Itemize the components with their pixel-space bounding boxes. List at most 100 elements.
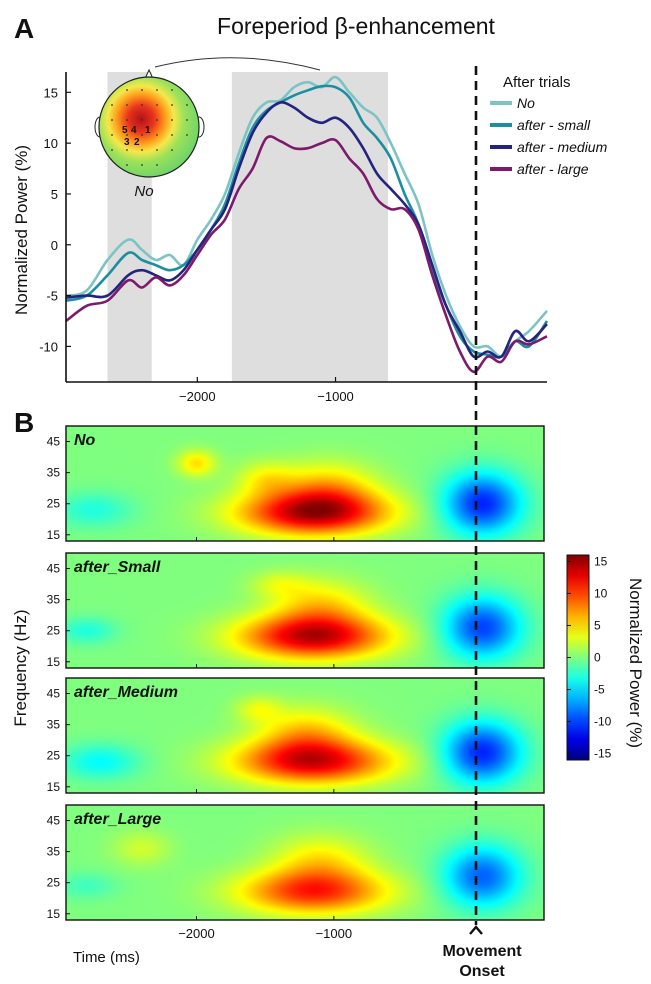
panel-b-letter: B <box>14 407 34 438</box>
panel-b-x-axis-label: Time (ms) <box>73 949 140 966</box>
y-tick-label: 35 <box>47 593 61 607</box>
y-tick-label: 5 <box>51 187 58 202</box>
topomap-electrode-dot <box>126 119 128 121</box>
topomap-connector-line <box>154 57 321 71</box>
topomap-electrode-dot <box>171 119 173 121</box>
legend-entry-after-large: after - large <box>517 161 589 177</box>
topomap-electrode-dot <box>111 104 113 106</box>
panel-b-y-axis-label: Frequency (Hz) <box>11 609 30 726</box>
heatmap-frame <box>65 425 545 542</box>
y-tick-label: 0 <box>51 238 58 253</box>
heatmap-panel-after_Small: after_Small 15 25 35 45 <box>47 552 545 669</box>
topomap-electrode-dot <box>186 134 188 136</box>
colorbar-tick-label: 5 <box>594 618 601 632</box>
y-tick-label: 45 <box>47 562 61 576</box>
series-line-after-large <box>65 135 548 374</box>
topomap-label: No <box>134 183 153 200</box>
legend-entry-after-small: after - small <box>517 117 591 133</box>
colorbar: -15 -10 -5 0 5 10 15 <box>566 554 612 761</box>
panel-a-letter: A <box>14 13 34 44</box>
x-tick-label: −2000 <box>178 926 215 941</box>
legend-entry-No: No <box>517 95 535 111</box>
y-tick-label: -5 <box>46 289 58 304</box>
heatmap-image <box>66 553 544 668</box>
topomap-electrode-dot <box>156 164 158 166</box>
heatmap-panel-label: No <box>74 432 96 449</box>
heatmap-panel-label: after_Large <box>74 811 161 828</box>
colorbar-tick-label: -10 <box>594 715 612 729</box>
series-line-after-medium <box>65 101 548 359</box>
y-tick-label: 15 <box>44 85 58 100</box>
topomap-electrode-dot <box>186 119 188 121</box>
colorbar-tick-label: -15 <box>594 747 612 761</box>
topomap-electrode-dot <box>171 134 173 136</box>
heatmap-panel-No: No 15 25 35 45 <box>47 425 545 542</box>
topomap-electrode-label: 3 <box>124 137 130 148</box>
topomap-electrode-dot <box>141 134 143 136</box>
topomap-electrode-dot <box>171 104 173 106</box>
legend-title: After trials <box>503 74 571 91</box>
topomap-electrode-dot <box>126 134 128 136</box>
y-tick-label: 25 <box>47 624 61 638</box>
x-tick-label: −1000 <box>317 389 354 404</box>
y-tick-label: -10 <box>39 339 58 354</box>
topomap-electrode-dot <box>141 149 143 151</box>
series-line-No <box>65 75 548 358</box>
topomap-electrode-dot <box>186 104 188 106</box>
topomap: 5 4 1 3 2 No <box>94 57 321 200</box>
y-tick-label: 35 <box>47 466 61 480</box>
y-tick-label: 15 <box>47 528 61 542</box>
heatmap-frame <box>65 804 545 921</box>
topomap-electrode-dot <box>171 149 173 151</box>
y-tick-label: 15 <box>47 655 61 669</box>
y-tick-label: 10 <box>44 136 58 151</box>
topomap-electrode-dot <box>141 164 143 166</box>
topomap-head <box>98 76 200 178</box>
topomap-electrode-dot <box>156 119 158 121</box>
onset-label-line1: Movement <box>442 943 522 960</box>
topomap-electrode-dot <box>156 89 158 91</box>
topomap-electrode-dot <box>126 89 128 91</box>
topomap-electrode-dot <box>111 149 113 151</box>
colorbar-tick-label: 10 <box>594 586 608 600</box>
y-tick-label: 45 <box>47 814 61 828</box>
heatmap-frame <box>65 552 545 669</box>
colorbar-tick-label: 0 <box>594 651 601 665</box>
topomap-electrode-dot <box>111 134 113 136</box>
y-tick-label: 25 <box>47 497 61 511</box>
heatmap-frame <box>65 677 545 794</box>
legend: After trials No after - small after - medi… <box>490 74 608 177</box>
topomap-electrode-dot <box>171 89 173 91</box>
y-tick-label: 25 <box>47 876 61 890</box>
topomap-electrode-dot <box>126 149 128 151</box>
y-tick-label: 45 <box>47 435 61 449</box>
y-tick-label: 15 <box>47 907 61 921</box>
onset-label-line2: Onset <box>459 963 505 980</box>
topomap-electrode-dot <box>156 104 158 106</box>
colorbar-tick-label: 15 <box>594 554 608 568</box>
topomap-electrode-dot <box>156 134 158 136</box>
colorbar-label: Normalized Power (%) <box>626 578 645 748</box>
onset-arrow-icon <box>469 925 483 935</box>
x-tick-label: −2000 <box>179 389 216 404</box>
heatmap-panel-label: after_Medium <box>74 684 178 701</box>
topomap-electrode-label: 5 <box>122 125 128 136</box>
x-tick-label: −1000 <box>316 926 353 941</box>
heatmap-panel-after_Large: after_Large 15 25 35 45 −2000 −1000 <box>47 804 545 941</box>
colorbar-tick-label: -5 <box>594 683 605 697</box>
heatmap-image <box>66 805 544 920</box>
topomap-electrode-label: 2 <box>134 137 140 148</box>
heatmap-image <box>66 678 544 793</box>
panel-b-heatmaps: No15253545after_Small15253545after_Mediu… <box>47 425 545 941</box>
y-tick-label: 15 <box>47 780 61 794</box>
topomap-electrode-dot <box>141 89 143 91</box>
topomap-electrode-dot <box>141 119 143 121</box>
topomap-electrode-dot <box>111 119 113 121</box>
panel-a-title: Foreperiod β-enhancement <box>217 13 495 39</box>
legend-entry-after-medium: after - medium <box>517 139 608 155</box>
heatmap-panel-after_Medium: after_Medium 15 25 35 45 <box>47 677 545 794</box>
y-tick-label: 35 <box>47 718 61 732</box>
topomap-electrode-label: 4 <box>131 125 137 136</box>
